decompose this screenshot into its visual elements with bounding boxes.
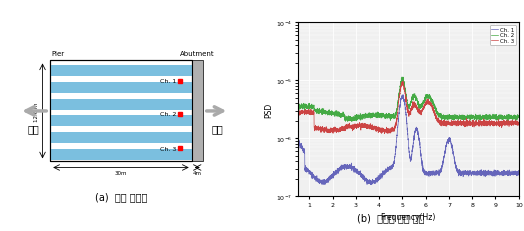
Line: Ch. 2: Ch. 2 [298,78,519,122]
Ch. 2 [333,114,339,117]
Ch. 1 [333,173,339,176]
Ch. 3 [516,123,522,125]
Ch. 3 [294,111,301,114]
Ch. 1 [379,170,386,173]
Bar [50,61,192,162]
Text: Abutment: Abutment [180,51,214,57]
Ch. 1 [511,173,518,176]
Ch. 3 [400,80,406,83]
Ch. 2 [348,121,355,124]
Ch. 2 [294,106,301,109]
Text: 30m: 30m [115,170,127,175]
Ch. 2 [320,111,326,114]
Ch. 3 [488,123,494,125]
Legend: Ch. 1, Ch. 2, Ch. 3: Ch. 1, Ch. 2, Ch. 3 [489,26,516,46]
Ch. 2 [399,76,405,79]
Ch. 2 [379,116,386,118]
Text: Ch. 2: Ch. 2 [160,112,176,117]
Ch. 3 [320,129,326,132]
Bar [50,99,192,110]
Text: (b)  주파수 영역 응답: (b) 주파수 영역 응답 [357,212,424,222]
Text: Ch. 3: Ch. 3 [160,146,176,151]
Text: 4m: 4m [193,170,202,175]
Ch. 1 [488,171,494,174]
Text: (a)  센서 배치도: (a) 센서 배치도 [95,191,147,201]
Ch. 3 [381,133,387,135]
Ch. 3 [511,123,518,126]
Ch. 1 [400,94,406,97]
Bar [50,116,192,127]
Bar [50,82,192,93]
Ch. 3 [379,128,386,130]
Bar [50,149,192,160]
Ch. 1 [516,174,522,177]
Text: 충주: 충주 [211,124,223,134]
Text: Pier: Pier [51,51,64,57]
Line: Ch. 3: Ch. 3 [298,82,519,134]
Ch. 1 [368,183,374,186]
Bar [50,66,192,77]
Text: 12.6 m: 12.6 m [34,102,39,121]
Text: Ch. 1: Ch. 1 [160,79,176,84]
Bar [50,133,192,144]
Y-axis label: PSD: PSD [264,102,273,117]
Ch. 2 [511,114,518,117]
Ch. 1 [320,180,326,182]
Ch. 1 [294,141,301,144]
Ch. 2 [389,116,395,119]
Ch. 1 [389,166,395,168]
Ch. 2 [516,116,522,119]
Bar [192,61,203,162]
Bar [50,61,192,162]
Ch. 2 [488,116,494,119]
Ch. 3 [333,131,339,133]
Ch. 3 [389,129,395,132]
Text: 서울: 서울 [28,124,39,134]
X-axis label: Frequency(Hz): Frequency(Hz) [380,212,436,221]
Line: Ch. 1: Ch. 1 [298,95,519,185]
